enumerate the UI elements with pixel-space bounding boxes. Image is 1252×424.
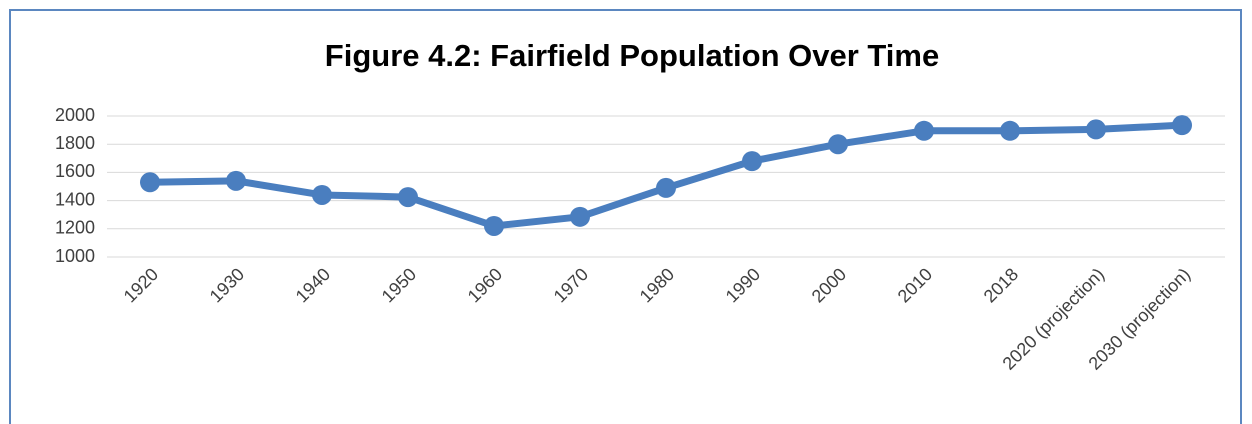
data-point: [1000, 120, 1020, 141]
y-tick-label: 1800: [55, 133, 95, 153]
data-point: [914, 120, 934, 141]
data-point: [570, 206, 590, 227]
data-point: [140, 172, 160, 193]
data-point: [1086, 119, 1106, 140]
data-point: [742, 151, 762, 172]
y-tick-label: 1200: [55, 218, 95, 238]
data-point: [656, 177, 676, 198]
data-point: [312, 184, 332, 205]
data-point: [226, 170, 246, 191]
data-point: [398, 187, 418, 208]
y-tick-label: 1000: [55, 246, 95, 266]
y-tick-label: 1400: [55, 189, 95, 209]
y-tick-label: 1600: [55, 161, 95, 181]
data-point: [1172, 115, 1192, 136]
y-tick-label: 2000: [55, 105, 95, 125]
chart-frame: [9, 9, 1242, 424]
data-point: [484, 215, 504, 236]
chart-title: Figure 4.2: Fairfield Population Over Ti…: [325, 38, 939, 73]
data-point: [828, 134, 848, 155]
